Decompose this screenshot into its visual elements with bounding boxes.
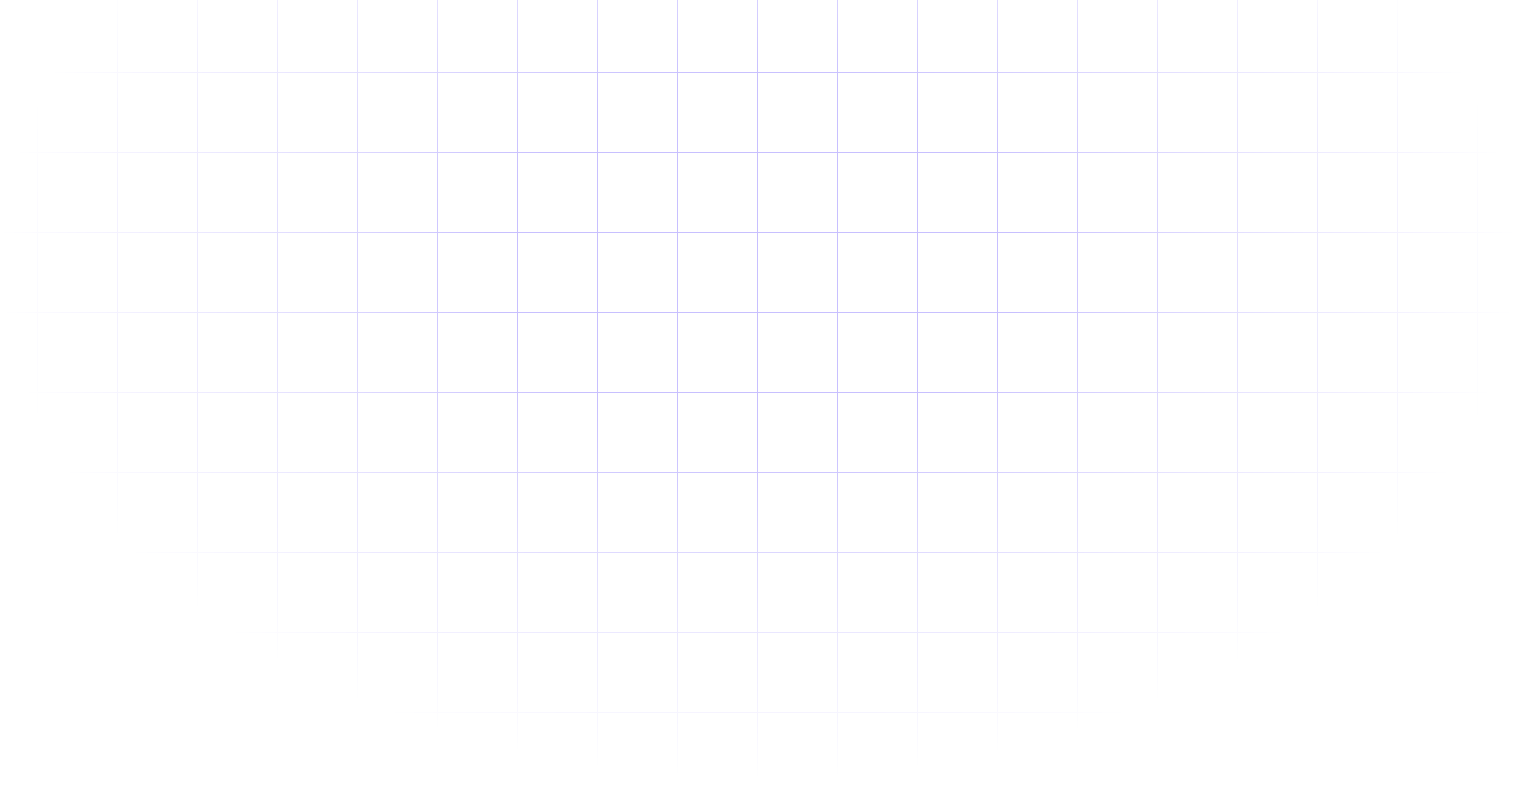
background-grid: [0, 0, 1518, 802]
